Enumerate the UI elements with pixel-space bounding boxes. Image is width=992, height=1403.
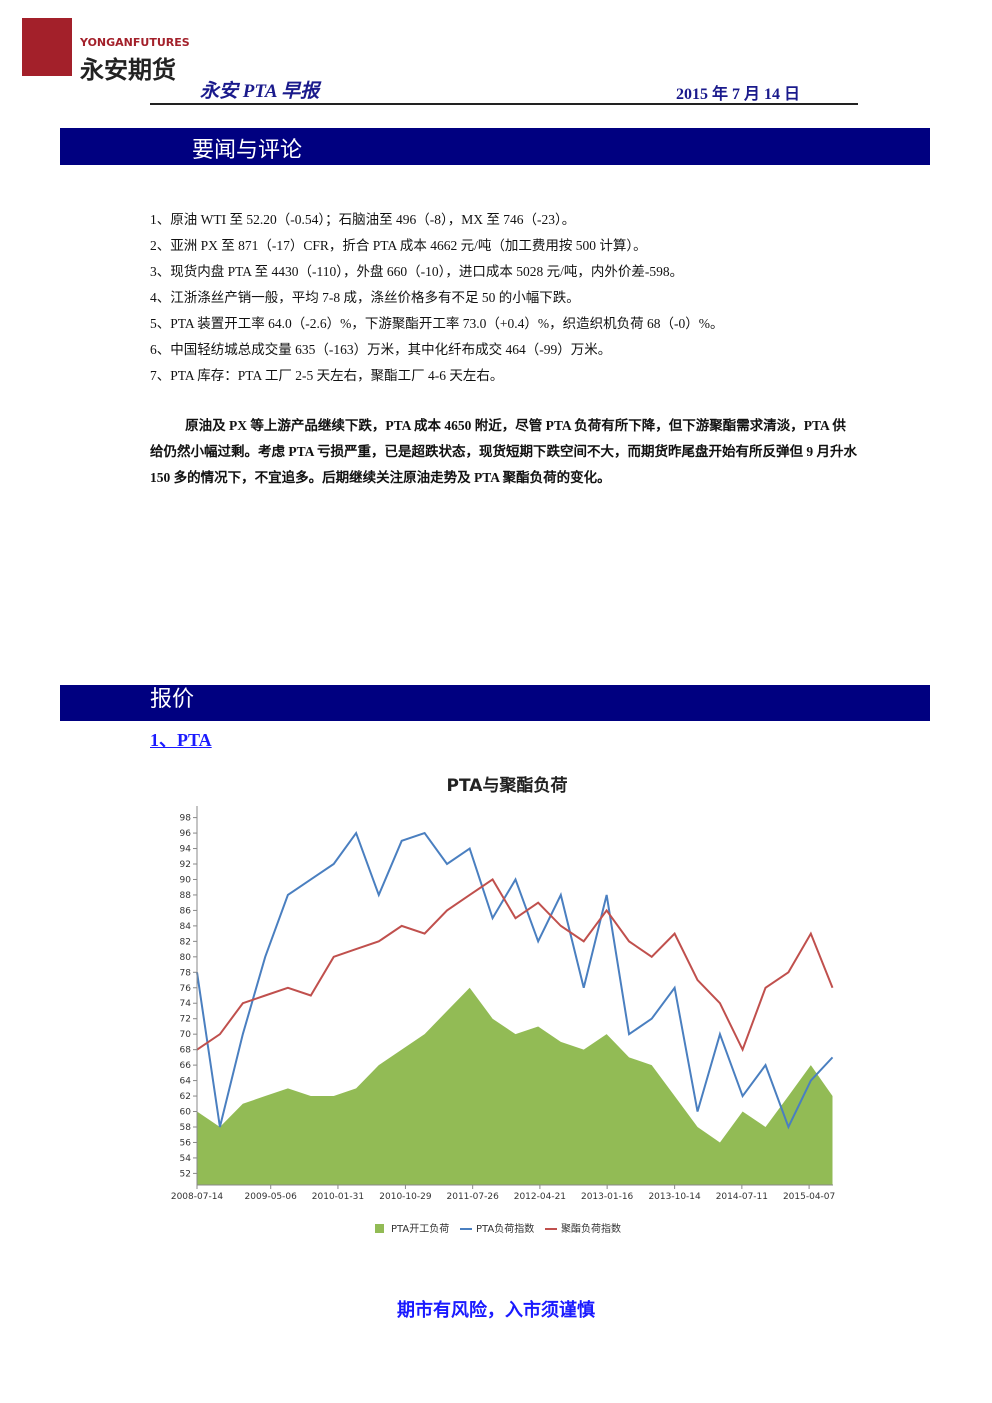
x-tick-label: 2008-07-14 [171, 1192, 224, 1202]
y-tick-label: 70 [180, 1030, 192, 1040]
y-tick-label: 56 [180, 1138, 192, 1148]
y-tick-label: 84 [180, 922, 192, 932]
y-tick-label: 92 [180, 860, 191, 870]
y-tick-label: 94 [180, 845, 192, 855]
line [196, 878, 834, 1053]
x-tick-label: 2009-05-06 [245, 1192, 298, 1202]
y-tick-label: 66 [180, 1061, 192, 1071]
y-tick-label: 54 [180, 1154, 192, 1164]
x-tick-label: 2010-10-29 [379, 1192, 432, 1202]
legend-swatch [545, 1228, 557, 1230]
y-tick-label: 58 [180, 1123, 192, 1133]
x-tick-label: 2010-01-31 [312, 1192, 364, 1202]
y-tick-label: 88 [180, 891, 192, 901]
y-tick-label: 68 [180, 1046, 192, 1056]
y-tick-label: 76 [180, 984, 192, 994]
x-tick-label: 2013-01-16 [581, 1192, 634, 1202]
news-item: 4、江浙涤丝产销一般，平均 7-8 成，涤丝价格多有不足 50 的小幅下跌。 [150, 290, 580, 305]
footer: 期市有风险，入市须谨慎 [397, 1300, 595, 1320]
y-tick-label: 72 [180, 1015, 191, 1025]
report-date: 2015 年 7 月 14 日 [676, 86, 801, 103]
x-tick-label: 2014-07-11 [716, 1192, 768, 1202]
logo-mark [22, 18, 72, 76]
legend-label: PTA负荷指数 [476, 1222, 534, 1235]
y-tick-label: 90 [180, 875, 192, 885]
section-title: 要闻与评论 [60, 128, 930, 165]
x-tick-label: 2013-10-14 [648, 1192, 701, 1202]
section-title: 报价 [60, 685, 930, 721]
x-tick-label: 2015-04-07 [783, 1192, 835, 1202]
y-tick-label: 86 [180, 906, 192, 916]
news-item: 2、亚洲 PX 至 871（-17）CFR，折合 PTA 成本 4662 元/吨… [150, 238, 647, 253]
news-item: 3、现货内盘 PTA 至 4430（-110），外盘 660（-10），进口成本… [150, 264, 684, 279]
area [197, 987, 833, 1185]
comment: 原油及 PX 等上游产品继续下跌，PTA 成本 4650 附近，尽管 PTA 负… [150, 418, 858, 485]
news-item: 5、PTA 装置开工率 64.0（-2.6）%，下游聚酯开工率 73.0（+0.… [150, 316, 724, 331]
y-tick-label: 60 [180, 1108, 192, 1118]
legend-swatch [460, 1228, 472, 1230]
y-tick-label: 82 [180, 937, 191, 947]
line [196, 830, 834, 1130]
legend-label: 聚酯负荷指数 [561, 1222, 621, 1235]
brand-en: YONGANFUTURES [80, 36, 190, 49]
news-item: 1、原油 WTI 至 52.20（-0.54）；石脑油至 496（-8），MX … [150, 212, 576, 227]
x-tick-label: 2012-04-21 [514, 1192, 566, 1202]
y-tick-label: 80 [180, 953, 192, 963]
legend-label: PTA开工负荷 [391, 1222, 449, 1235]
x-tick-label: 2011-07-26 [447, 1192, 500, 1202]
news-item: 7、PTA 库存：PTA 工厂 2-5 天左右，聚酯工厂 4-6 天左右。 [150, 368, 504, 383]
y-tick-label: 96 [180, 829, 192, 839]
report-title: 永安 PTA 早报 [200, 81, 320, 102]
y-tick-label: 78 [180, 968, 192, 978]
subsection-title: 1、PTA [150, 730, 212, 750]
brand-cn: 永安期货 [80, 56, 176, 84]
chart-title: PTA与聚酯负荷 [447, 775, 568, 796]
y-tick-label: 52 [180, 1169, 191, 1179]
chart: PTA与聚酯负荷 98 96 94 92 90 88 86 84 82 80 78 76 74 72 70 6… [171, 775, 835, 1235]
news-item: 6、中国轻纺城总成交量 635（-163）万米，其中化纤布成交 464（-99）… [150, 342, 612, 357]
y-tick-label: 64 [180, 1077, 192, 1087]
y-tick-label: 98 [180, 814, 192, 824]
legend-swatch [375, 1224, 384, 1233]
header-rule [150, 103, 858, 105]
y-tick-label: 74 [180, 999, 192, 1009]
y-tick-label: 62 [180, 1092, 191, 1102]
